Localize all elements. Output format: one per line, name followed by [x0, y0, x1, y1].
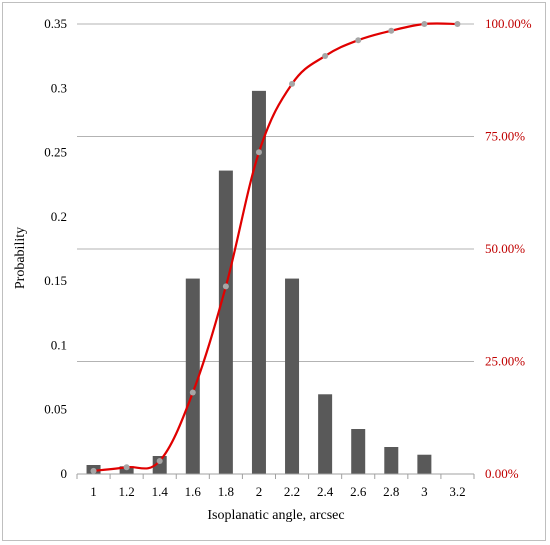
bar [351, 429, 366, 474]
x-tick-labels: 1 1.2 1.4 1.6 1.8 2 2.2 2.4 2.6 2.8 3 3.2 [90, 484, 465, 499]
left-tick-label: 0 [61, 466, 68, 481]
left-tick-label: 0.05 [44, 402, 67, 417]
gridlines [77, 23, 474, 362]
x-tick-label: 1.2 [119, 484, 135, 499]
right-tick-labels: 0.00% 25.00% 50.00% 75.00% 100.00% [485, 16, 532, 481]
bar [318, 394, 333, 474]
cumulative-marker [388, 27, 395, 34]
bar [384, 447, 399, 474]
x-tick-label: 2.8 [383, 484, 399, 499]
x-tick-label: 1.4 [152, 484, 169, 499]
cumulative-line [90, 21, 461, 474]
left-tick-label: 0.15 [44, 273, 67, 288]
left-tick-label: 0.1 [51, 337, 67, 352]
cumulative-marker [454, 21, 461, 27]
x-tick-label: 2.2 [284, 484, 300, 499]
cumulative-marker [289, 80, 296, 87]
right-tick-label: 25.00% [485, 354, 525, 369]
right-tick-label: 50.00% [485, 241, 525, 256]
right-tick-label: 75.00% [485, 129, 525, 144]
bar [185, 278, 200, 474]
x-tick-label: 3.2 [449, 484, 465, 499]
x-tick-marks [76, 474, 475, 479]
left-tick-label: 0.2 [51, 209, 67, 224]
cumulative-marker [189, 389, 196, 396]
cumulative-marker [123, 464, 130, 471]
left-tick-labels: 0 0.05 0.1 0.15 0.2 0.25 0.3 0.35 [44, 16, 67, 481]
x-tick-label: 1.6 [185, 484, 202, 499]
left-tick-label: 0.3 [51, 80, 67, 95]
left-tick-label: 0.35 [44, 16, 67, 31]
x-axis-title: Isoplanatic angle, arcsec [207, 508, 344, 523]
chart-frame [2, 2, 546, 541]
cumulative-marker [222, 283, 229, 290]
x-tick-label: 2.4 [317, 484, 334, 499]
x-tick-label: 1.8 [218, 484, 234, 499]
x-tick-label: 1 [90, 484, 97, 499]
bars [86, 90, 432, 475]
cumulative-marker [355, 37, 362, 44]
left-tick-label: 0.25 [44, 145, 67, 160]
cumulative-marker [322, 52, 329, 59]
bar [152, 456, 167, 474]
cumulative-marker [90, 467, 97, 474]
bar [285, 278, 300, 474]
bar [251, 90, 266, 474]
bar [218, 170, 233, 475]
x-tick-label: 2 [256, 484, 263, 499]
cumulative-marker [255, 149, 262, 156]
cumulative-curve [93, 22, 458, 472]
right-tick-label: 0.00% [485, 466, 519, 481]
x-tick-label: 2.6 [350, 484, 367, 499]
cumulative-marker [421, 21, 428, 27]
bar [417, 454, 432, 474]
x-tick-label: 3 [421, 484, 428, 499]
cumulative-marker [156, 457, 163, 464]
right-tick-label: 100.00% [485, 16, 532, 31]
y-axis-title: Probability [13, 227, 28, 289]
